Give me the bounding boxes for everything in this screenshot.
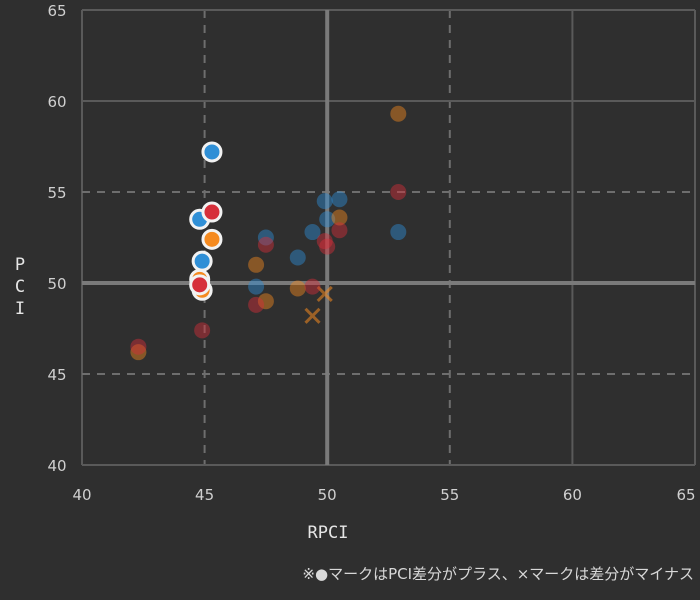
grid-lines — [81, 9, 696, 466]
x-axis-label: RPCI — [308, 523, 349, 543]
data-points — [130, 105, 407, 361]
faded-point — [316, 233, 333, 250]
faded-point — [248, 278, 265, 295]
faded-point — [331, 222, 348, 239]
faded-point — [257, 236, 274, 253]
y-tick-label: 45 — [47, 366, 66, 384]
x-tick-label: 65 — [676, 486, 695, 504]
faded-point — [248, 256, 265, 273]
y-tick-label: 55 — [47, 184, 66, 202]
faded-point — [194, 322, 211, 339]
cross-marker — [304, 307, 321, 324]
tick-labels: 40 45 50 55 60 65 40 45 50 55 60 65 — [47, 2, 695, 504]
y-tick-label: 50 — [47, 275, 66, 293]
x-tick-label: 50 — [318, 486, 337, 504]
x-tick-label: 60 — [563, 486, 582, 504]
faded-point — [289, 249, 306, 266]
faded-point — [319, 238, 336, 255]
faded-point — [130, 338, 147, 355]
y-tick-label: 40 — [47, 457, 66, 475]
faded-point — [319, 211, 336, 228]
faded-point — [331, 191, 348, 208]
cross-stroke — [316, 285, 333, 302]
footnote: ※●マークはPCI差分がプラス、×マークは差分がマイナス — [302, 565, 694, 583]
faded-point — [257, 229, 274, 246]
highlighted-point — [201, 228, 223, 250]
y-tick-label: 65 — [47, 2, 66, 20]
faded-point — [316, 193, 333, 210]
highlighted-point — [189, 274, 211, 296]
faded-point — [130, 344, 147, 361]
faded-point — [248, 296, 265, 313]
faded-point — [289, 280, 306, 297]
highlighted-point — [191, 250, 213, 272]
faded-point — [390, 105, 407, 122]
faded-point — [304, 278, 321, 295]
y-tick-label: 60 — [47, 93, 66, 111]
faded-point — [257, 293, 274, 310]
x-tick-label: 40 — [72, 486, 91, 504]
highlighted-point — [201, 201, 223, 223]
faded-point — [304, 224, 321, 241]
cross-stroke — [304, 307, 321, 324]
cross-marker — [316, 285, 333, 302]
faded-point — [390, 224, 407, 241]
faded-point — [331, 209, 348, 226]
faded-point — [390, 184, 407, 200]
x-tick-label: 55 — [440, 486, 459, 504]
x-tick-label: 45 — [195, 486, 214, 504]
highlighted-point — [201, 141, 223, 163]
